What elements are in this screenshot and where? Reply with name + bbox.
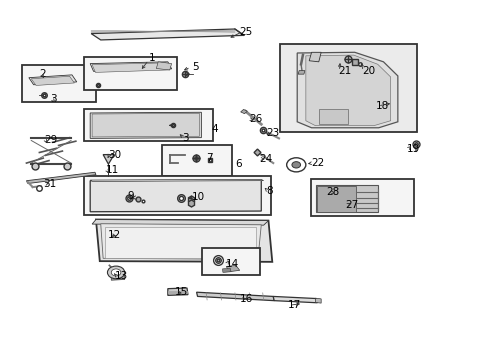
Polygon shape	[92, 113, 199, 137]
Polygon shape	[31, 76, 74, 85]
Polygon shape	[101, 224, 261, 259]
Bar	[162, 145, 231, 176]
Polygon shape	[92, 220, 268, 225]
Text: 1: 1	[148, 53, 155, 63]
Bar	[84, 57, 177, 90]
Polygon shape	[92, 63, 169, 72]
Text: 22: 22	[311, 158, 324, 168]
Text: 17: 17	[287, 300, 300, 310]
Circle shape	[111, 269, 121, 276]
Polygon shape	[111, 275, 124, 280]
Polygon shape	[90, 180, 261, 212]
Bar	[317, 186, 355, 212]
Polygon shape	[103, 154, 114, 164]
Text: 26: 26	[249, 114, 262, 124]
Polygon shape	[273, 296, 317, 303]
Text: 20: 20	[361, 66, 374, 76]
Text: 12: 12	[108, 230, 121, 240]
Text: 9: 9	[127, 191, 133, 201]
Polygon shape	[90, 179, 263, 181]
Polygon shape	[196, 292, 274, 301]
Text: 31: 31	[43, 179, 56, 189]
Polygon shape	[167, 288, 187, 295]
Bar	[316, 185, 377, 212]
Polygon shape	[297, 52, 397, 128]
Text: 7: 7	[206, 153, 212, 163]
Polygon shape	[315, 298, 321, 303]
Text: 25: 25	[239, 27, 252, 37]
Text: 24: 24	[258, 154, 271, 164]
Text: 23: 23	[265, 129, 279, 139]
Polygon shape	[226, 265, 239, 272]
Text: 3: 3	[50, 94, 57, 104]
Bar	[21, 66, 96, 102]
Polygon shape	[308, 52, 321, 62]
Text: 3: 3	[182, 133, 188, 143]
Text: 18: 18	[376, 101, 389, 111]
Text: 21: 21	[337, 66, 350, 76]
Text: 6: 6	[234, 159, 241, 169]
Polygon shape	[240, 109, 247, 114]
Text: 10: 10	[191, 192, 204, 202]
Bar	[84, 176, 270, 215]
Text: 2: 2	[40, 69, 46, 79]
Circle shape	[107, 266, 124, 279]
Polygon shape	[96, 220, 272, 262]
Bar	[280, 44, 416, 132]
Text: 8: 8	[265, 186, 272, 195]
Bar	[318, 109, 347, 123]
Polygon shape	[91, 29, 244, 40]
Circle shape	[291, 162, 300, 168]
Polygon shape	[222, 268, 231, 273]
Text: 30: 30	[108, 150, 121, 159]
Bar	[202, 248, 259, 275]
Polygon shape	[305, 55, 390, 126]
Polygon shape	[156, 62, 171, 70]
Text: 11: 11	[105, 165, 119, 175]
Text: 15: 15	[175, 287, 188, 297]
Polygon shape	[298, 71, 304, 74]
Text: 14: 14	[225, 259, 238, 269]
Bar	[310, 179, 413, 216]
Bar	[104, 226, 255, 258]
Text: 19: 19	[406, 144, 419, 154]
Text: 27: 27	[345, 201, 358, 210]
Text: 29: 29	[44, 135, 57, 145]
Polygon shape	[26, 172, 96, 184]
Text: 16: 16	[239, 294, 252, 304]
Text: 5: 5	[191, 62, 198, 72]
Bar	[84, 109, 213, 141]
Polygon shape	[90, 112, 201, 138]
Polygon shape	[90, 62, 171, 71]
Text: 28: 28	[325, 187, 339, 197]
Polygon shape	[29, 75, 77, 85]
Text: 13: 13	[115, 271, 128, 281]
Text: 4: 4	[210, 124, 217, 134]
